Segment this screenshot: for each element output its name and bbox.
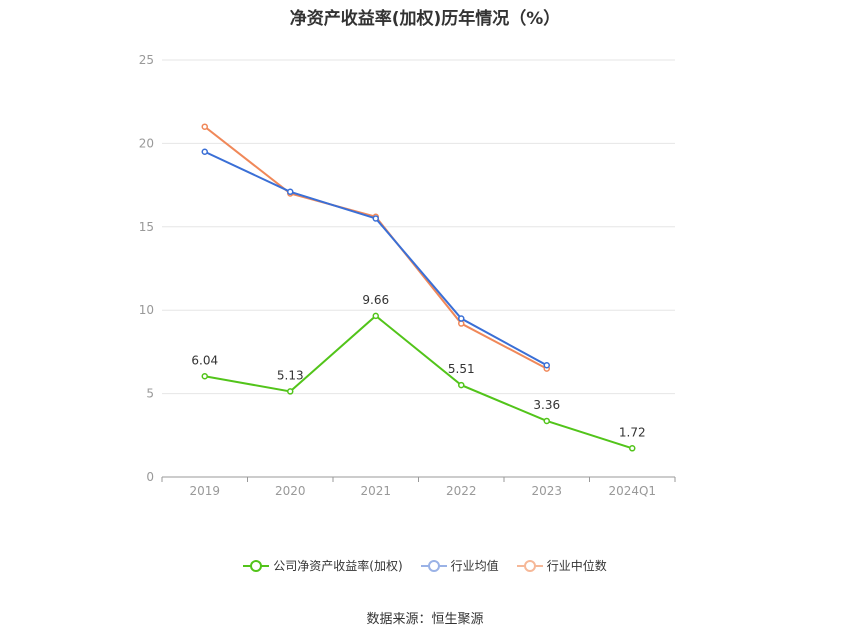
x-tick-label: 2024Q1 [608,484,656,498]
data-point-1 [543,361,550,369]
data-point-2 [458,320,465,327]
data-label: 6.04 [191,353,218,367]
legend-swatch-industry-median [516,559,543,572]
series-line-0 [204,314,633,450]
data-point-0 [372,312,379,320]
legend-label-industry-mean: 行业均值 [450,559,499,573]
legend-item-company[interactable]: 公司净资产收益率(加权) [243,557,403,574]
x-tick-label: 2021 [360,484,391,498]
legend-item-industry-median[interactable]: 行业中位数 [516,557,607,574]
data-point-0 [287,388,294,395]
data-point-1 [458,315,465,322]
series-line-2 [204,125,548,370]
x-tick-label: 2020 [275,484,306,498]
data-point-0 [629,445,636,452]
data-point-0 [201,373,208,380]
data-label: 9.66 [362,293,389,307]
y-tick-label: 25 [139,53,154,67]
x-tick-label: 2019 [189,484,220,498]
legend-label-company: 公司净资产收益率(加权) [273,559,403,573]
y-tick-label: 0 [146,470,154,484]
data-point-1 [372,215,379,222]
data-source: 数据来源：恒生聚源 [366,612,484,627]
legend: 公司净资产收益率(加权) 行业均值 行业中位数 [0,557,850,574]
data-point-1 [201,148,208,155]
data-label: 1.72 [619,425,646,439]
y-tick-label: 5 [146,387,154,401]
data-label: 5.13 [277,368,304,382]
data-point-2 [201,123,208,130]
series-line-1 [204,150,548,367]
data-point-0 [543,417,550,425]
legend-swatch-company [243,559,270,572]
chart-title: 净资产收益率(加权)历年情况（%） [289,9,561,29]
x-tick-label: 2023 [531,484,562,498]
y-tick-label: 15 [139,220,154,234]
y-tick-label: 10 [139,303,154,317]
y-tick-label: 20 [139,136,154,150]
legend-swatch-industry-mean [420,559,447,572]
data-label: 5.51 [448,362,475,376]
x-tick-label: 2022 [446,484,477,498]
data-point-0 [458,381,465,389]
data-label: 3.36 [533,398,560,412]
legend-label-industry-median: 行业中位数 [546,559,607,573]
data-point-1 [287,188,294,196]
legend-item-industry-mean[interactable]: 行业均值 [420,557,499,574]
